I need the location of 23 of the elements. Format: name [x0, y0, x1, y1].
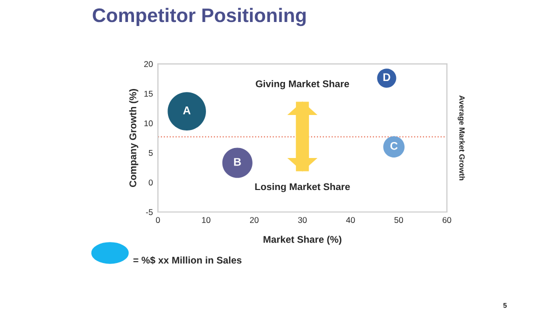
annotation: D [383, 73, 390, 82]
x-tick-label: 30 [298, 217, 307, 223]
y-tick-label: 0 [148, 180, 153, 186]
annotation: C [390, 142, 398, 150]
x-tick-label: 60 [442, 217, 452, 223]
text: = %$ xx Million in Sales [133, 256, 242, 264]
y-tick-label: 20 [144, 61, 153, 68]
annotation: Losing Market Share [255, 183, 350, 192]
annotation: Giving Market Share [256, 80, 350, 90]
x-tick-label: 10 [202, 217, 210, 223]
y-tick-label: 15 [144, 90, 153, 97]
chart-title: Competitor Positioning [92, 8, 306, 26]
y-tick-label: 5 [148, 150, 153, 156]
y-tick-label: -5 [146, 209, 153, 216]
x-axis-title: Market Share (%) [264, 236, 342, 245]
annotation: B [234, 158, 241, 166]
x-tick-label: 40 [346, 217, 355, 223]
x-tick-label: 50 [394, 217, 404, 223]
x-tick-label: 20 [250, 217, 259, 223]
x-tick-label: 0 [156, 217, 160, 223]
y-tick-label: 10 [144, 120, 153, 126]
y-axis-title: Company Growth (%) [129, 89, 138, 187]
annotation: A [183, 106, 191, 114]
